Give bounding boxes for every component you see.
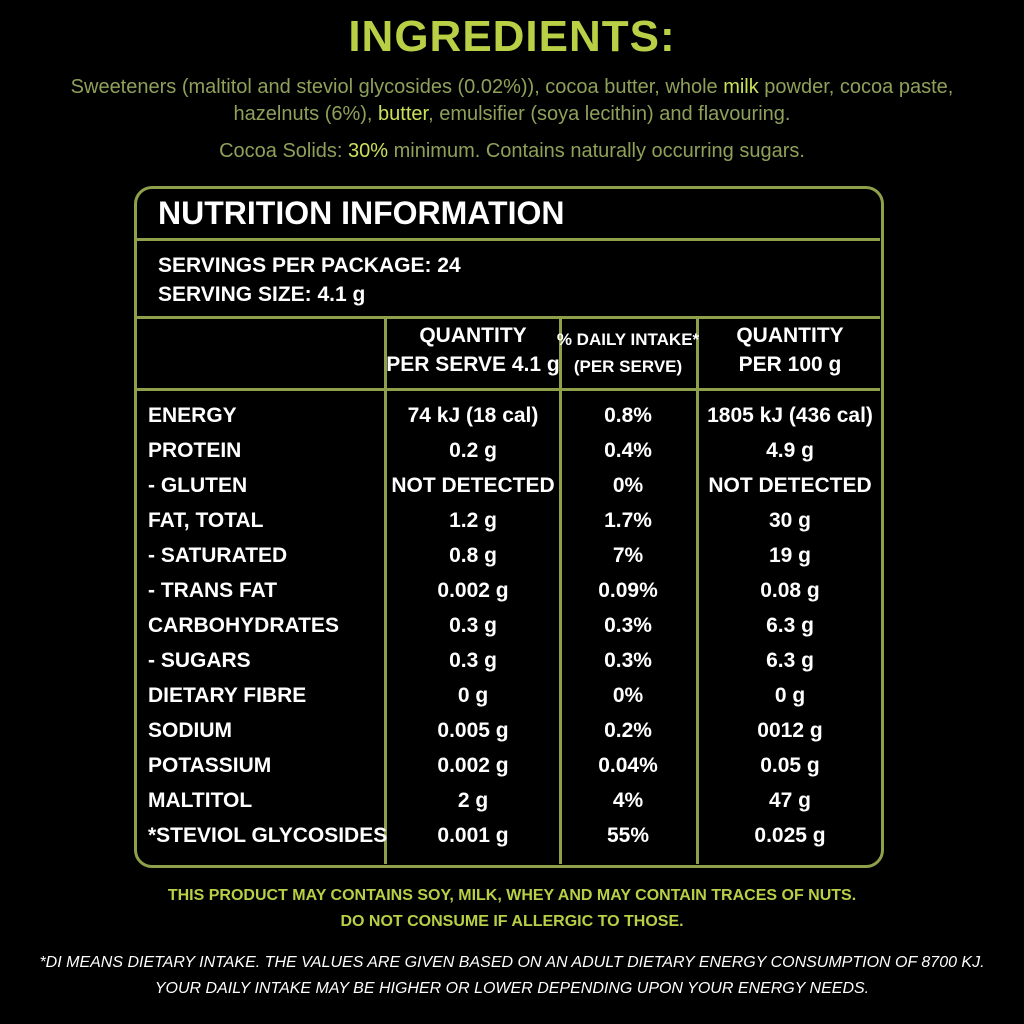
divider: [136, 238, 880, 241]
nutrient-value: NOT DETECTED: [708, 474, 872, 497]
nutrient-name: *STEVIOL GLYCOSIDES: [148, 824, 388, 847]
nutrient-value: 47 g: [768, 789, 812, 812]
cocoa-note: Cocoa Solids: 30% minimum. Contains natu…: [50, 138, 974, 165]
allergen-note: THIS PRODUCT MAY CONTAINS SOY, MILK, WHE…: [167, 887, 857, 904]
nutrient-value: 0 g: [774, 684, 806, 707]
nutrient-value: 0.05 g: [760, 754, 820, 777]
nutrient-value: 0 g: [457, 684, 489, 707]
nutrient-value: 0.001 g: [437, 824, 509, 847]
nutrient-name: CARBOHYDRATES: [148, 614, 339, 637]
nutrient-value: NOT DETECTED: [391, 474, 555, 497]
nutrient-value: 0.4%: [604, 439, 652, 462]
highlight-text: milk: [723, 76, 759, 98]
nutrient-value: 6.3 g: [766, 614, 814, 637]
nutrient-value: 1.2 g: [449, 509, 497, 532]
nutrient-name: ENERGY: [148, 404, 237, 427]
divider: [559, 318, 562, 864]
text-segment: Sweeteners (maltitol and steviol glycosi…: [70, 76, 724, 98]
divider: [696, 318, 699, 864]
nutrient-value: 0.025 g: [754, 824, 826, 847]
servings: SERVINGS PER PACKAGE: 24: [158, 254, 461, 277]
nutrient-name: - SATURATED: [148, 544, 288, 567]
nutrient-name: POTASSIUM: [148, 754, 272, 777]
nutrient-value: 4.9 g: [766, 439, 814, 462]
footnote: *DI MEANS DIETARY INTAKE. THE VALUES ARE…: [39, 954, 985, 971]
nutrient-value: 19 g: [768, 544, 812, 567]
nutrient-value: 0.8%: [604, 404, 652, 427]
nutrient-name: FAT, TOTAL: [148, 509, 264, 532]
nutrition-title: NUTRITION INFORMATION: [158, 195, 565, 231]
footnote: YOUR DAILY INTAKE MAY BE HIGHER OR LOWER…: [154, 980, 870, 997]
column-header: PER 100 g: [738, 353, 842, 376]
allergen-note: DO NOT CONSUME IF ALLERGIC TO THOSE.: [340, 913, 684, 930]
nutrient-value: 1805 kJ (436 cal): [707, 404, 873, 427]
column-header: % DAILY INTAKE*: [556, 330, 700, 349]
nutrient-value: 0%: [612, 474, 644, 497]
nutrient-name: PROTEIN: [148, 439, 242, 462]
nutrition-panel: [134, 186, 884, 868]
nutrient-value: 0.002 g: [437, 579, 509, 602]
nutrient-value: 0.3%: [604, 649, 652, 672]
nutrient-value: 0.3 g: [449, 614, 497, 637]
nutrient-name: DIETARY FIBRE: [148, 684, 307, 707]
text-segment: minimum. Contains naturally occurring su…: [388, 140, 805, 162]
nutrient-value: 55%: [606, 824, 650, 847]
highlight-text: butter: [378, 103, 429, 125]
nutrient-value: 4%: [612, 789, 644, 812]
text-segment: , emulsifier (soya lecithin) and flavour…: [428, 103, 791, 125]
divider: [136, 316, 880, 319]
nutrient-name: MALTITOL: [148, 789, 253, 812]
nutrient-value: 0.04%: [598, 754, 658, 777]
divider: [136, 388, 880, 391]
nutrient-value: 0.3%: [604, 614, 652, 637]
nutrient-value: 0.08 g: [760, 579, 820, 602]
nutrient-value: 0.2%: [604, 719, 652, 742]
nutrient-name: SODIUM: [148, 719, 232, 742]
nutrient-value: 0%: [612, 684, 644, 707]
ingredients-text: Sweeteners (maltitol and steviol glycosi…: [50, 74, 974, 128]
nutrient-name: - GLUTEN: [148, 474, 248, 497]
nutrient-value: 0.2 g: [449, 439, 497, 462]
nutrient-value: 7%: [612, 544, 644, 567]
nutrient-value: 0.002 g: [437, 754, 509, 777]
nutrient-value: 0.005 g: [437, 719, 509, 742]
nutrient-value: 2 g: [457, 789, 489, 812]
nutrient-value: 0012 g: [757, 719, 823, 742]
nutrient-value: 0.8 g: [449, 544, 497, 567]
nutrient-value: 0.09%: [598, 579, 658, 602]
ingredients-title: INGREDIENTS:: [348, 12, 676, 61]
nutrient-name: - TRANS FAT: [148, 579, 278, 602]
text-segment: powder, cocoa paste, hazelnuts (6%),: [233, 76, 954, 125]
column-header: PER SERVE 4.1 g: [386, 353, 560, 376]
highlight-text: 30%: [348, 140, 389, 162]
serving-size: SERVING SIZE: 4.1 g: [158, 283, 366, 306]
nutrient-value: 6.3 g: [766, 649, 814, 672]
column-header: QUANTITY: [419, 324, 527, 347]
nutrient-value: 1.7%: [604, 509, 652, 532]
nutrient-value: 30 g: [768, 509, 812, 532]
text-segment: Cocoa Solids:: [219, 140, 349, 162]
divider: [384, 318, 387, 864]
nutrient-value: 0.3 g: [449, 649, 497, 672]
column-header: QUANTITY: [736, 324, 844, 347]
column-header: (PER SERVE): [573, 357, 683, 376]
nutrient-name: - SUGARS: [148, 649, 251, 672]
nutrient-value: 74 kJ (18 cal): [407, 404, 539, 427]
